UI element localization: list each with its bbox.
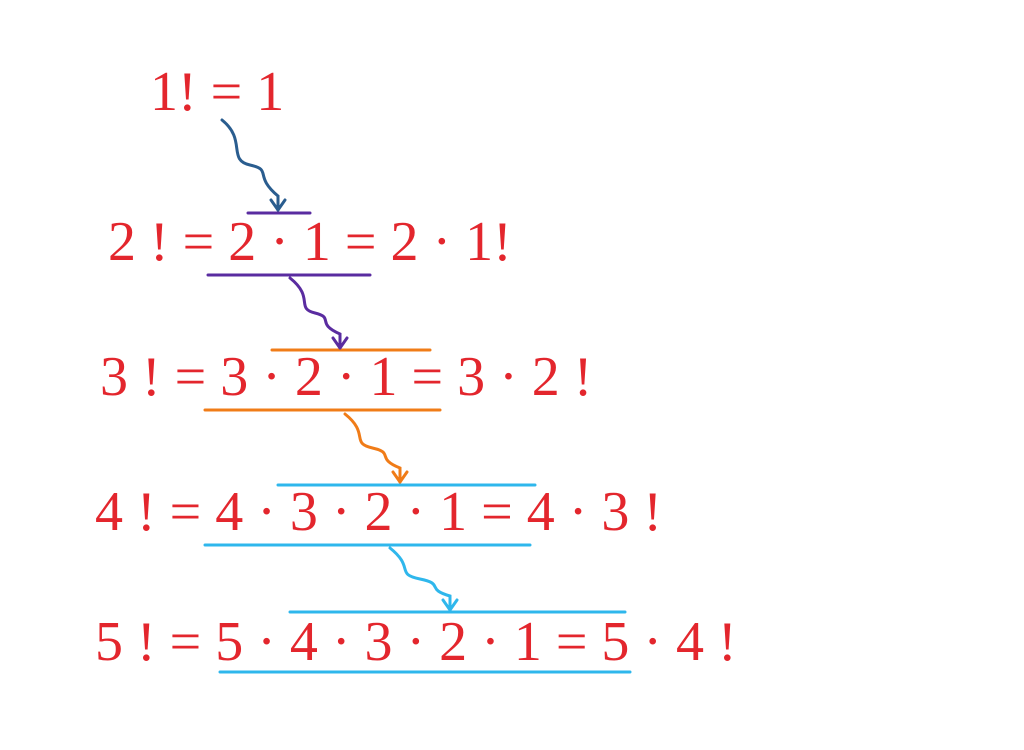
factorial-row-5: 5 ! = 5 · 4 · 3 · 2 · 1 = 5 · 4 ! <box>95 611 737 673</box>
factorial-row-1: 1! = 1 <box>150 61 284 123</box>
factorial-row-4: 4 ! = 4 · 3 · 2 · 1 = 4 · 3 ! <box>95 481 662 543</box>
factorial-row-3: 3 ! = 3 · 2 · 1 = 3 · 2 ! <box>100 346 592 408</box>
factorial-row-2: 2 ! = 2 · 1 = 2 · 1! <box>108 211 512 273</box>
